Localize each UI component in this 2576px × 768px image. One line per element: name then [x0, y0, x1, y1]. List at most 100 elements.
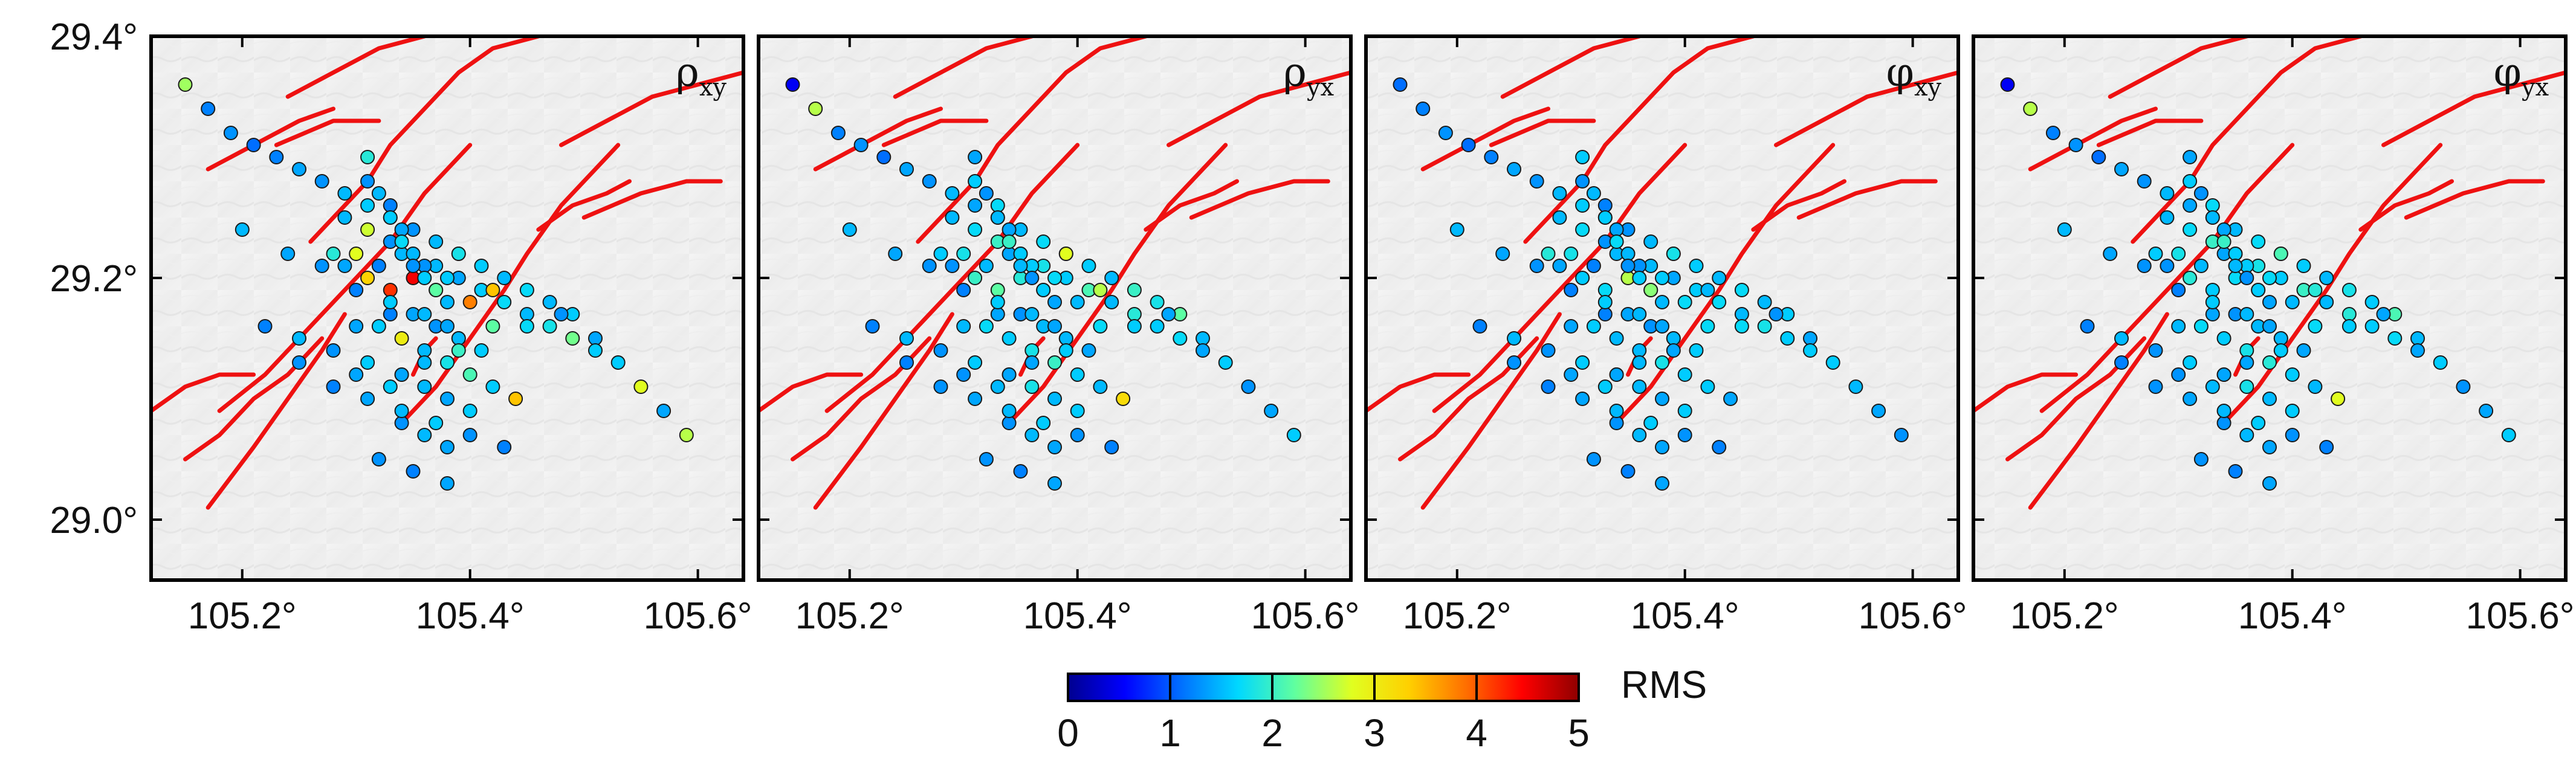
- fault-line: [536, 179, 632, 232]
- station-point: RMS 1.6: [2364, 319, 2380, 334]
- station-point: RMS 1.5: [2273, 331, 2288, 346]
- station-point: RMS 1.6: [1081, 259, 1096, 273]
- station-point: RMS 1.9: [2262, 355, 2277, 370]
- station-point: RMS 1.3: [933, 379, 948, 394]
- station-point: RMS 1.3: [945, 259, 960, 273]
- station-point: RMS 1.8: [1024, 379, 1040, 394]
- fault-line: [2096, 118, 2204, 147]
- station-point: RMS 1.2: [371, 259, 386, 273]
- station-point: RMS 1.4: [1161, 307, 1176, 321]
- fault-line: [1973, 372, 2079, 413]
- station-point: RMS 1.5: [1507, 331, 1521, 346]
- station-point: RMS 3.2: [1116, 392, 1131, 406]
- fault-line: [813, 106, 943, 172]
- station-point: RMS 1.3: [314, 259, 329, 273]
- station-point: RMS 1.3: [292, 355, 306, 370]
- station-point: RMS 1.3: [2148, 379, 2163, 394]
- station-point: RMS 1.2: [326, 379, 341, 394]
- station-point: RMS 1.6: [462, 404, 477, 418]
- station-point: RMS 1.6: [1597, 379, 1613, 394]
- station-point: RMS 1.6: [2205, 295, 2220, 309]
- station-point: RMS 1.5: [337, 210, 352, 225]
- station-point: RMS 1.5: [417, 343, 432, 358]
- station-point: RMS 1.5: [1632, 307, 1647, 321]
- x-tick-label: 105.2°: [188, 595, 297, 637]
- fault-line: [205, 312, 347, 510]
- station-point: RMS 1.1: [2091, 150, 2106, 164]
- station-point: RMS 1.7: [497, 295, 512, 309]
- fault-line: [1432, 143, 1688, 413]
- station-point: RMS 1.6: [1002, 331, 1017, 346]
- fault-line: [274, 118, 381, 147]
- station-point: RMS 2: [1127, 283, 1142, 297]
- station-point: RMS 1.8: [1024, 343, 1040, 358]
- station-point: RMS 1.6: [474, 259, 489, 273]
- fault-line: [1500, 36, 1642, 99]
- station-point: RMS 1.6: [429, 416, 444, 430]
- station-point: RMS 1.4: [656, 404, 672, 418]
- station-point: RMS 1.7: [2183, 222, 2198, 237]
- station-point: RMS 1.2: [1597, 198, 1613, 213]
- fault-line: [813, 312, 954, 510]
- station-point: RMS 2.2: [990, 283, 1005, 297]
- station-point: RMS 1.5: [292, 331, 306, 346]
- station-point: RMS 1.5: [2160, 210, 2175, 225]
- fault-line: [400, 143, 621, 425]
- station-point: RMS 2.6: [1093, 283, 1108, 297]
- station-point: RMS 1.6: [1632, 271, 1647, 285]
- x-tick-label: 105.6°: [1251, 595, 1360, 637]
- station-point: RMS 1.8: [956, 247, 971, 261]
- station-point: RMS 1.3: [979, 452, 994, 466]
- station-point: RMS 1.1: [1461, 138, 1476, 152]
- station-point: RMS 1.5: [945, 210, 960, 225]
- station-point: RMS 0.5: [2000, 77, 2015, 92]
- panel-phi-xy: RMS 1.1RMS 1.2RMS 1.3RMS 1.1RMS 1.2RMS 1…: [1364, 34, 1967, 637]
- station-point: RMS 1.4: [2410, 343, 2425, 358]
- station-point: RMS 1.7: [2308, 319, 2323, 334]
- y-tick-label: 29.0°: [50, 500, 138, 541]
- station-point: RMS 1.4: [440, 440, 455, 454]
- panel-title: ρyx: [1283, 49, 1334, 102]
- station-point: RMS 1.3: [2160, 259, 2175, 273]
- colorbar-ramp: [1067, 673, 1580, 702]
- station-point: RMS 1.3: [922, 174, 937, 189]
- station-point: RMS 1.4: [349, 367, 364, 382]
- station-point: RMS 1.4: [2239, 355, 2254, 370]
- station-point: RMS 1.7: [1036, 234, 1051, 249]
- station-point: RMS 1.4: [2216, 222, 2231, 237]
- x-tick-label: 105.2°: [795, 595, 904, 637]
- station-point: RMS 1.6: [1597, 210, 1613, 225]
- station-point: RMS 1.3: [2137, 174, 2152, 189]
- station-point: RMS 1.4: [968, 150, 983, 164]
- station-point: RMS 1.3: [360, 174, 375, 189]
- fault-line: [881, 118, 989, 147]
- station-point: RMS 1.4: [1564, 367, 1579, 382]
- station-point: RMS 1.5: [2239, 307, 2254, 321]
- station-point: RMS 1.5: [1609, 331, 1624, 346]
- station-point: RMS 1.8: [1666, 247, 1681, 261]
- station-point: RMS 1.6: [1643, 416, 1659, 430]
- station-point: RMS 1.4: [440, 319, 455, 334]
- station-point: RMS 1.4: [968, 198, 983, 213]
- station-point: RMS 1.6: [2341, 319, 2357, 334]
- fault-line: [1189, 179, 1330, 220]
- station-point: RMS 1.8: [2239, 343, 2254, 358]
- station-point: RMS 1.9: [2183, 271, 2198, 285]
- station-point: RMS 1.8: [1757, 319, 1772, 334]
- station-point: RMS 1.3: [1677, 428, 1692, 442]
- station-point: RMS 1.4: [2205, 307, 2220, 321]
- station-point: RMS 2.8: [349, 247, 364, 261]
- station-point: RMS 1.5: [2262, 392, 2277, 406]
- station-point: RMS 1.5: [956, 319, 971, 334]
- station-point: RMS 1.5: [1449, 222, 1464, 237]
- station-point: RMS 1.4: [1196, 343, 1210, 358]
- station-point: RMS 1.6: [360, 355, 375, 370]
- station-point: RMS 1.3: [1002, 416, 1017, 430]
- station-point: RMS 1.6: [1586, 319, 1601, 334]
- station-point: RMS 1.3: [2171, 367, 2186, 382]
- station-point: RMS 1.2: [406, 464, 421, 479]
- station-point: RMS 1.5: [542, 295, 557, 309]
- station-point: RMS 1.5: [497, 271, 512, 285]
